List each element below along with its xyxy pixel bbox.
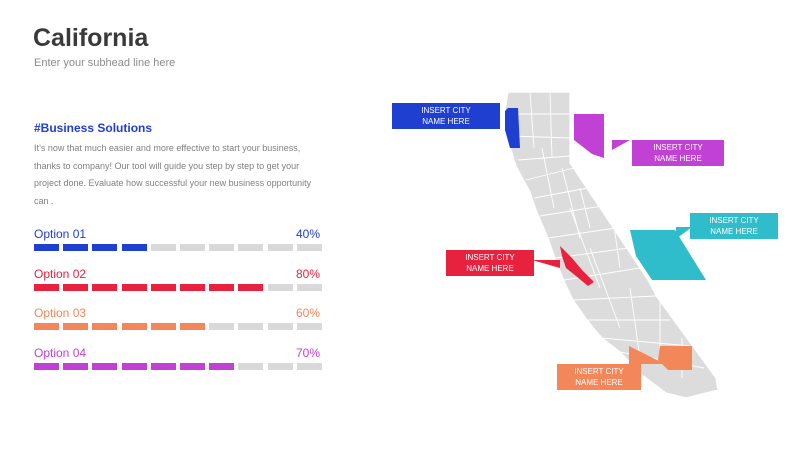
callout-line1: INSERT CITY [574,367,624,376]
progress-segment-empty [296,244,322,251]
region-central-coast [560,246,594,286]
progress-segment-filled [92,363,118,370]
progress-segment-filled [209,363,235,370]
progress-segment-filled [92,244,118,251]
option-label: Option 04 [34,346,87,360]
callout-pointer [676,227,692,239]
callout-line2: NAME HERE [575,378,623,387]
california-map [504,91,719,399]
progress-segment-empty [238,244,264,251]
progress-segment-empty [150,244,176,251]
callout-south: INSERT CITY NAME HERE [557,346,667,390]
progress-segment-filled [150,323,176,330]
option-label: Option 01 [34,227,87,241]
progress-segment-empty [296,323,322,330]
callout-pointer [532,260,560,268]
county-borders [509,91,705,378]
section-title: #Business Solutions [34,121,153,135]
callout-box: INSERT CITY NAME HERE [690,213,778,239]
body-paragraph: It’s now that much easier and more effec… [34,143,312,206]
page-subhead: Enter your subhead line here [34,57,176,69]
callout-northeast: INSERT CITY NAME HERE [612,140,724,170]
progress-segment-filled [34,284,59,291]
callout-line1: INSERT CITY [709,216,759,225]
progress-segment-filled [121,323,147,330]
progress-segment-empty [209,323,235,330]
option-percent: 70% [295,346,320,360]
progress-segment-filled [92,284,118,291]
option-row-4: Option 04 70% [34,346,322,376]
callout-box: INSERT CITY NAME HERE [446,250,534,276]
callout-central-coast: INSERT CITY NAME HERE [446,250,564,280]
callout-line1: INSERT CITY [653,143,703,152]
progress-segment-filled [209,284,235,291]
region-east [630,230,706,280]
option-label: Option 02 [34,267,87,281]
progress-segment-empty [209,244,235,251]
region-northeast [574,114,604,158]
callout-line2: NAME HERE [422,117,470,126]
progress-bar [34,244,322,251]
progress-segment-filled [150,284,176,291]
option-row-3: Option 03 60% [34,306,322,336]
progress-segment-filled [92,323,118,330]
progress-segment-filled [63,284,89,291]
callout-box: INSERT CITY NAME HERE [557,364,641,390]
callout-pointer [478,117,496,127]
progress-segment-empty [267,284,293,291]
callout-line2: NAME HERE [466,264,514,273]
progress-segment-filled [34,244,59,251]
callout-box: INSERT CITY NAME HERE [632,140,724,166]
callout-line2: NAME HERE [654,154,702,163]
progress-segment-filled [121,363,147,370]
progress-segment-empty [238,323,264,330]
page-title: California [33,24,149,52]
callout-line1: INSERT CITY [465,253,515,262]
progress-segment-filled [180,323,205,330]
progress-segment-filled [34,323,59,330]
progress-bar [34,284,322,291]
progress-segment-empty [267,363,293,370]
progress-bar [34,363,322,370]
option-percent: 40% [295,227,320,241]
progress-segment-filled [238,284,264,291]
callout-east: INSERT CITY NAME HERE [676,213,778,243]
callout-northwest: INSERT CITY NAME HERE [392,103,512,133]
progress-segment-empty [238,363,264,370]
option-percent: 80% [295,267,320,281]
progress-segment-filled [180,284,205,291]
progress-segment-empty [267,244,293,251]
progress-bar [34,323,322,330]
progress-segment-empty [180,244,205,251]
callout-line1: INSERT CITY [421,106,471,115]
option-label: Option 03 [34,306,87,320]
progress-segment-filled [121,284,147,291]
progress-segment-filled [63,363,89,370]
progress-segment-filled [121,244,147,251]
progress-segment-filled [63,244,89,251]
progress-segment-filled [180,363,205,370]
callout-line2: NAME HERE [710,227,758,236]
option-percent: 60% [295,306,320,320]
progress-segment-empty [296,284,322,291]
progress-segment-filled [150,363,176,370]
region-south [658,346,692,370]
progress-segment-empty [267,323,293,330]
progress-segment-empty [296,363,322,370]
progress-segment-filled [34,363,59,370]
progress-segment-filled [63,323,89,330]
region-northwest [505,108,520,148]
option-row-1: Option 01 40% [34,227,322,257]
callout-pointer [612,140,630,150]
option-row-2: Option 02 80% [34,267,322,297]
callout-pointer [629,346,665,364]
